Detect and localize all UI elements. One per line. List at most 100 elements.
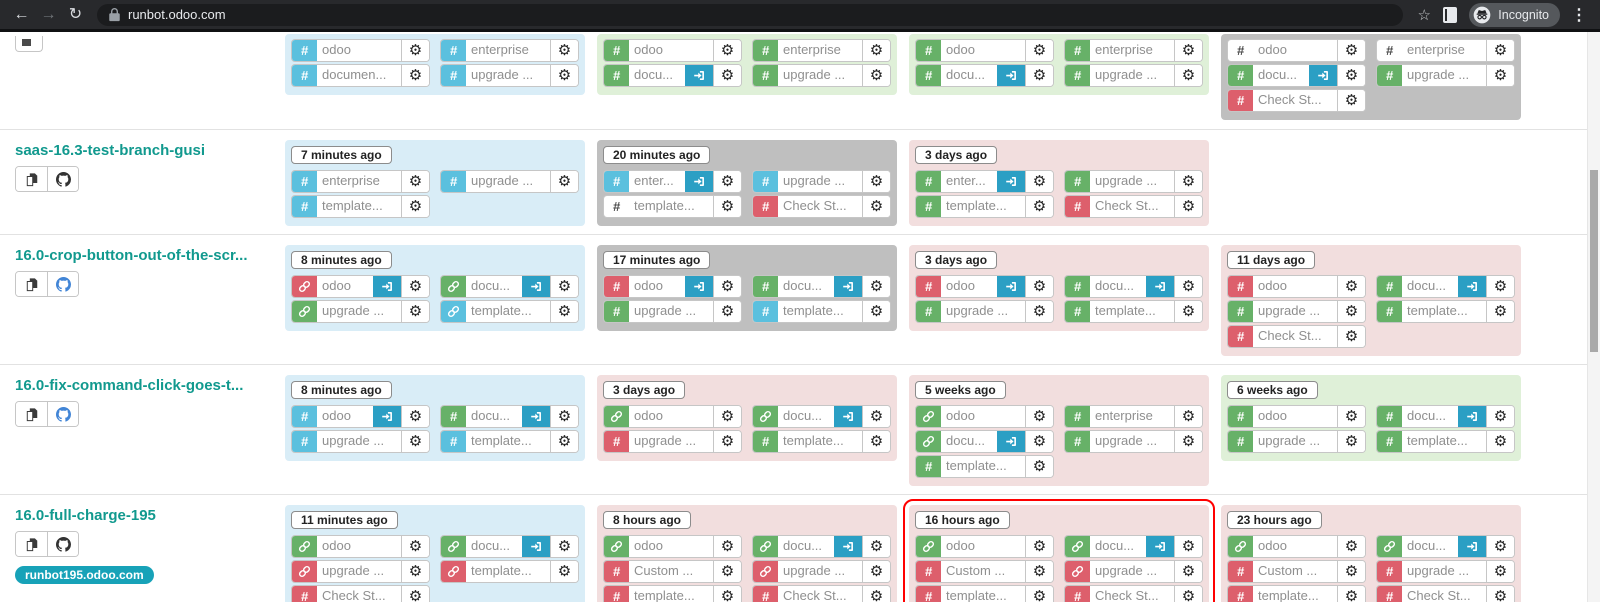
batch-card[interactable]: 8 minutes ago odoo ⚙ docu... ⚙ upgrade .… xyxy=(285,245,585,331)
build-status-icon[interactable]: # xyxy=(1377,406,1402,427)
build-status-icon[interactable] xyxy=(604,536,629,557)
build-settings-button[interactable]: ⚙ xyxy=(1486,40,1514,61)
batch-card[interactable]: 7 minutes ago # enterprise ⚙ # upgrade .… xyxy=(285,140,585,226)
scrollbar-thumb[interactable] xyxy=(1590,170,1598,352)
build-link[interactable]: enterprise xyxy=(466,40,550,61)
build-status-icon[interactable]: # xyxy=(1377,431,1402,452)
batch-age-badge[interactable]: 11 days ago xyxy=(1227,251,1316,269)
build-link[interactable]: upgrade ... xyxy=(778,561,862,582)
build-status-icon[interactable] xyxy=(916,536,941,557)
copy-branch-button[interactable] xyxy=(16,402,47,426)
build-link[interactable]: odoo xyxy=(941,40,1025,61)
scrollbar-track[interactable] xyxy=(1587,32,1600,602)
build-status-icon[interactable]: # xyxy=(292,586,317,602)
build-status-icon[interactable]: # xyxy=(1228,586,1253,602)
build-link[interactable]: template... xyxy=(1402,431,1486,452)
build-status-icon[interactable]: # xyxy=(1065,40,1090,61)
build-link[interactable]: odoo xyxy=(1253,40,1337,61)
build-settings-button[interactable]: ⚙ xyxy=(1025,40,1053,61)
build-link[interactable]: upgrade ... xyxy=(1090,65,1174,86)
build-link[interactable]: Custom ... xyxy=(629,561,713,582)
build-status-icon[interactable] xyxy=(1377,536,1402,557)
build-settings-button[interactable]: ⚙ xyxy=(401,561,429,582)
build-link[interactable]: odoo xyxy=(941,276,997,297)
build-settings-button[interactable]: ⚙ xyxy=(862,536,890,557)
build-status-icon[interactable]: # xyxy=(753,40,778,61)
build-status-icon[interactable]: # xyxy=(1228,301,1253,322)
build-settings-button[interactable]: ⚙ xyxy=(1025,536,1053,557)
build-settings-button[interactable]: ⚙ xyxy=(550,65,578,86)
build-link[interactable]: odoo xyxy=(1253,276,1337,297)
build-settings-button[interactable]: ⚙ xyxy=(401,586,429,602)
build-link[interactable]: template... xyxy=(941,456,1025,477)
build-status-icon[interactable]: # xyxy=(916,40,941,61)
build-settings-button[interactable]: ⚙ xyxy=(550,431,578,452)
build-settings-button[interactable]: ⚙ xyxy=(862,301,890,322)
build-status-icon[interactable]: # xyxy=(916,456,941,477)
build-settings-button[interactable]: ⚙ xyxy=(862,65,890,86)
address-bar[interactable]: runbot.odoo.com xyxy=(97,3,1404,26)
build-link[interactable]: odoo xyxy=(317,276,373,297)
build-settings-button[interactable]: ⚙ xyxy=(401,301,429,322)
build-link[interactable]: odoo xyxy=(1253,536,1337,557)
github-button[interactable] xyxy=(47,272,78,296)
build-status-icon[interactable]: # xyxy=(604,276,629,297)
build-status-icon[interactable]: # xyxy=(1065,276,1090,297)
build-link[interactable]: template... xyxy=(941,586,1025,602)
build-settings-button[interactable]: ⚙ xyxy=(1337,326,1365,347)
forward-button[interactable]: → xyxy=(35,1,62,28)
build-link[interactable]: enterprise xyxy=(778,40,862,61)
build-link[interactable]: template... xyxy=(941,196,1025,217)
build-settings-button[interactable]: ⚙ xyxy=(1486,301,1514,322)
build-status-icon[interactable] xyxy=(292,561,317,582)
build-status-icon[interactable]: # xyxy=(604,196,629,217)
build-settings-button[interactable]: ⚙ xyxy=(1486,431,1514,452)
build-link[interactable]: odoo xyxy=(1253,406,1337,427)
build-link[interactable]: upgrade ... xyxy=(317,301,401,322)
build-link[interactable]: docu... xyxy=(778,406,834,427)
build-status-icon[interactable]: # xyxy=(1228,65,1253,86)
sign-in-button[interactable] xyxy=(373,276,401,297)
build-status-icon[interactable]: # xyxy=(916,276,941,297)
build-settings-button[interactable]: ⚙ xyxy=(401,171,429,192)
build-link[interactable]: Check St... xyxy=(1090,196,1174,217)
build-status-icon[interactable]: # xyxy=(441,65,466,86)
build-settings-button[interactable]: ⚙ xyxy=(1025,65,1053,86)
build-link[interactable]: template... xyxy=(629,196,713,217)
batch-age-badge[interactable]: 6 weeks ago xyxy=(1227,381,1318,399)
build-settings-button[interactable]: ⚙ xyxy=(713,276,741,297)
build-status-icon[interactable]: # xyxy=(916,65,941,86)
build-settings-button[interactable]: ⚙ xyxy=(1174,40,1202,61)
build-status-icon[interactable]: # xyxy=(1228,90,1253,111)
batch-card[interactable]: 17 minutes ago # odoo ⚙ # docu... ⚙ # up… xyxy=(597,245,897,331)
build-link[interactable]: upgrade ... xyxy=(1253,431,1337,452)
copy-branch-button[interactable] xyxy=(16,167,47,191)
build-status-icon[interactable]: # xyxy=(1377,586,1402,602)
build-settings-button[interactable]: ⚙ xyxy=(1337,431,1365,452)
build-status-icon[interactable]: # xyxy=(1228,431,1253,452)
build-status-icon[interactable]: # xyxy=(292,406,317,427)
build-settings-button[interactable]: ⚙ xyxy=(862,171,890,192)
build-status-icon[interactable]: # xyxy=(292,65,317,86)
build-settings-button[interactable]: ⚙ xyxy=(1025,196,1053,217)
build-status-icon[interactable]: # xyxy=(1065,196,1090,217)
build-settings-button[interactable]: ⚙ xyxy=(713,196,741,217)
build-settings-button[interactable]: ⚙ xyxy=(1174,276,1202,297)
batch-card[interactable]: 8 hours ago odoo ⚙ docu... ⚙ # Custom ..… xyxy=(597,505,897,602)
batch-age-badge[interactable]: 5 weeks ago xyxy=(915,381,1006,399)
build-link[interactable]: template... xyxy=(629,586,713,602)
build-link[interactable]: docu... xyxy=(1090,276,1146,297)
build-link[interactable]: odoo xyxy=(629,406,713,427)
build-settings-button[interactable]: ⚙ xyxy=(401,431,429,452)
build-settings-button[interactable]: ⚙ xyxy=(713,40,741,61)
build-settings-button[interactable]: ⚙ xyxy=(550,536,578,557)
batch-age-badge[interactable]: 8 minutes ago xyxy=(291,251,392,269)
build-link[interactable]: template... xyxy=(466,561,550,582)
build-status-icon[interactable] xyxy=(441,536,466,557)
build-settings-button[interactable]: ⚙ xyxy=(1337,90,1365,111)
build-link[interactable]: upgrade ... xyxy=(1402,561,1486,582)
build-settings-button[interactable]: ⚙ xyxy=(1486,536,1514,557)
build-status-icon[interactable] xyxy=(753,536,778,557)
build-settings-button[interactable]: ⚙ xyxy=(1337,40,1365,61)
batch-age-badge[interactable]: 3 days ago xyxy=(915,146,998,164)
